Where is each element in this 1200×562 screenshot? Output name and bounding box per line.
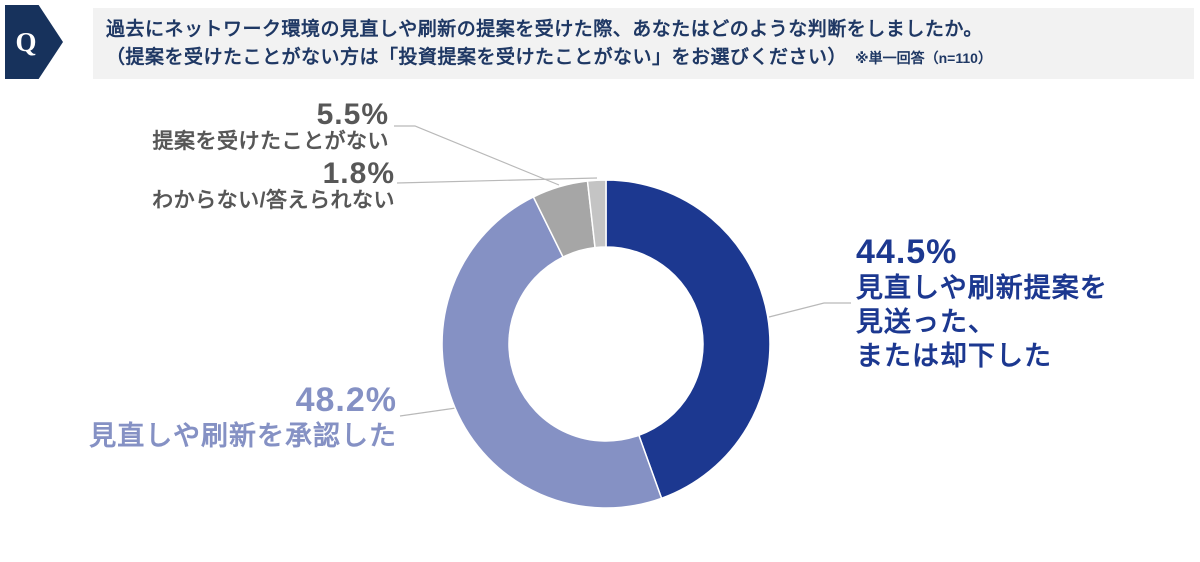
label-dont-know-text: わからない/答えられない bbox=[152, 189, 395, 212]
label-approved: 48.2% 見直しや刷新を承認した bbox=[89, 382, 397, 453]
label-no-proposal: 5.5% 提案を受けたことがない bbox=[153, 99, 390, 154]
label-rejected-line-1: 見直しや刷新提案を bbox=[856, 273, 1108, 303]
donut-segments bbox=[441, 179, 771, 509]
label-no-proposal-pct: 5.5% bbox=[316, 98, 389, 131]
question-badge-letter: Q bbox=[15, 26, 37, 57]
label-rejected-line-3: または却下した bbox=[856, 341, 1052, 371]
question-bar: 過去にネットワーク環境の見直しや刷新の提案を受けた際、あなたはどのような判断をし… bbox=[93, 8, 1194, 79]
leader-lines bbox=[394, 125, 851, 417]
leader-line-2 bbox=[396, 177, 598, 184]
label-rejected-pct: 44.5% bbox=[856, 233, 958, 271]
leader-line-4 bbox=[399, 407, 457, 417]
label-rejected: 44.5% 見直しや刷新提案を 見送った、 または却下した bbox=[856, 234, 1108, 373]
label-dont-know-pct: 1.8% bbox=[322, 157, 395, 190]
question-line-2: （提案を受けたことがない方は「投資提案を受けたことがない」をお選びください） ※単… bbox=[106, 47, 992, 68]
leader-line-3 bbox=[768, 302, 851, 318]
donut-segment-2 bbox=[441, 195, 663, 509]
leader-line-1 bbox=[394, 125, 560, 186]
donut-segment-1 bbox=[605, 179, 771, 500]
label-approved-pct: 48.2% bbox=[295, 381, 397, 419]
label-no-proposal-text: 提案を受けたことがない bbox=[152, 130, 389, 153]
question-note: ※単一回答（n=110） bbox=[855, 50, 992, 66]
label-rejected-line-2: 見送った、 bbox=[856, 307, 996, 337]
label-approved-text: 見直しや刷新を承認した bbox=[89, 421, 397, 451]
question-text: 過去にネットワーク環境の見直しや刷新の提案を受けた際、あなたはどのような判断をし… bbox=[106, 16, 1194, 72]
donut-segment-4 bbox=[586, 179, 607, 249]
label-dont-know: 1.8% わからない/答えられない bbox=[152, 158, 395, 213]
question-line-1: 過去にネットワーク環境の見直しや刷新の提案を受けた際、あなたはどのような判断をし… bbox=[106, 19, 983, 40]
